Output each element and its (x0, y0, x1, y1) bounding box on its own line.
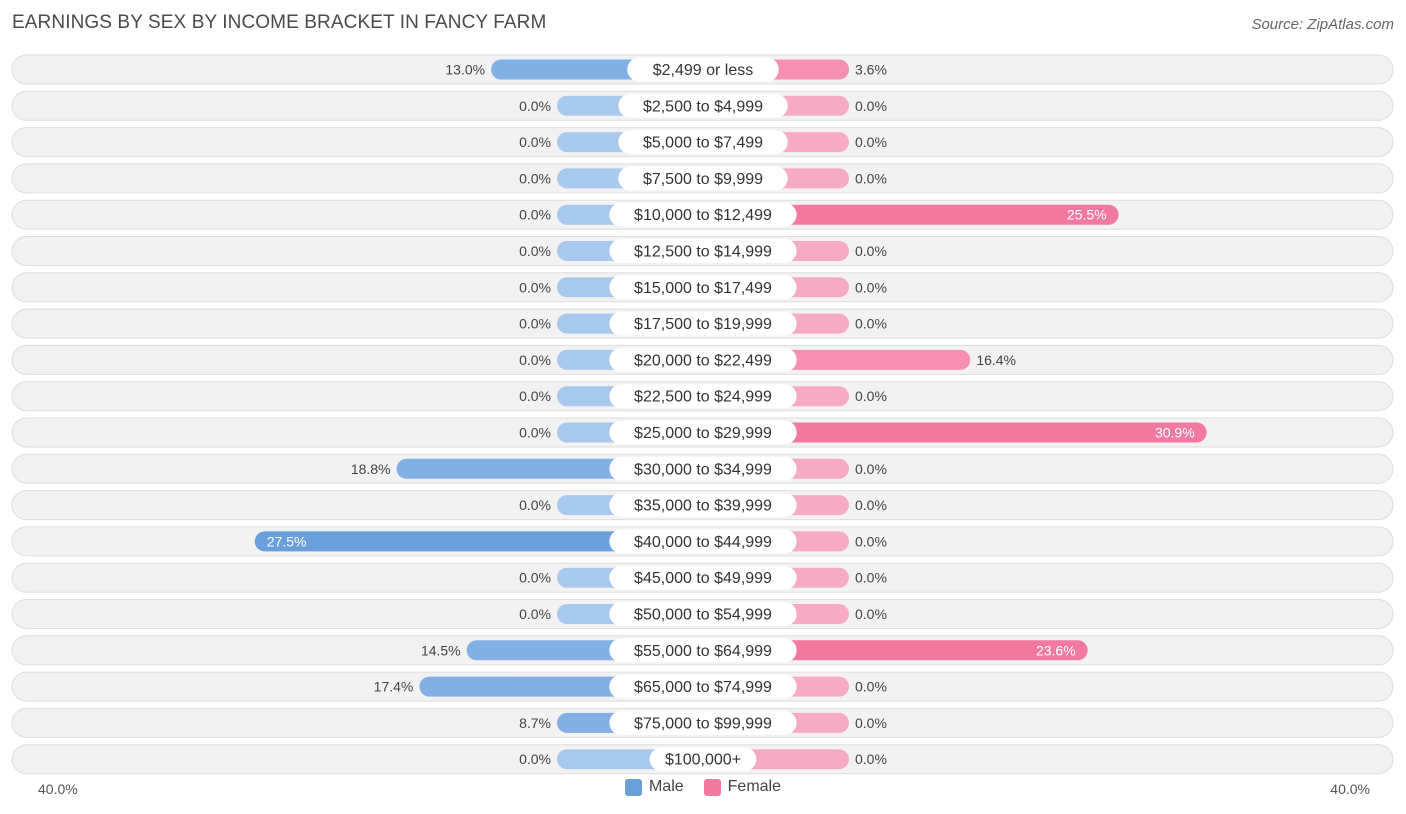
value-label-male: 14.5% (421, 642, 461, 658)
category-label-pill (609, 602, 797, 626)
category-label: $40,000 to $44,999 (634, 534, 772, 551)
value-label-male: 0.0% (519, 497, 551, 513)
category-label-pill (609, 456, 797, 481)
value-label-female: 0.0% (855, 243, 887, 259)
value-label-male: 0.0% (519, 98, 551, 114)
category-label-pill (609, 529, 797, 554)
category-label: $50,000 to $54,999 (634, 607, 772, 624)
category-label: $22,500 to $24,999 (634, 389, 772, 406)
value-label-female: 0.0% (855, 134, 887, 150)
legend-label-male: Male (648, 778, 684, 795)
value-label-female: 16.4% (976, 352, 1016, 368)
value-label-male: 0.0% (519, 243, 551, 259)
category-label-pill (618, 166, 788, 191)
category-label-pill (618, 93, 788, 118)
category-label: $20,000 to $22,499 (634, 352, 772, 369)
value-label-male: 0.0% (519, 388, 551, 404)
value-label-male: 0.0% (519, 134, 551, 150)
legend-swatch-male (624, 778, 642, 796)
value-label-female: 0.0% (855, 533, 887, 549)
value-label-female: 23.6% (1036, 642, 1076, 658)
category-label-pill (609, 239, 797, 263)
value-label-male: 8.7% (519, 715, 551, 731)
value-label-male: 0.0% (519, 170, 551, 186)
value-label-male: 0.0% (519, 316, 551, 332)
value-label-female: 0.0% (855, 570, 887, 586)
category-label-pill (609, 275, 797, 300)
value-label-female: 0.0% (855, 715, 887, 731)
value-label-male: 0.0% (519, 207, 551, 223)
category-label: $2,500 to $4,999 (643, 98, 763, 115)
value-label-male: 17.4% (374, 679, 414, 695)
category-label: $65,000 to $74,999 (634, 679, 772, 696)
chart-title: EARNINGS BY SEX BY INCOME BRACKET IN FAN… (12, 12, 547, 33)
value-label-female: 30.9% (1155, 425, 1195, 441)
category-label: $7,500 to $9,999 (643, 171, 763, 188)
category-label: $25,000 to $29,999 (634, 425, 772, 442)
bar-male[interactable] (254, 531, 703, 552)
value-label-female: 25.5% (1067, 207, 1107, 223)
category-label: $2,499 or less (653, 62, 754, 79)
bar-female[interactable] (703, 204, 1119, 225)
value-label-male: 18.8% (351, 461, 391, 477)
source-credit: Source: ZipAtlas.com (1251, 16, 1394, 33)
value-label-female: 0.0% (855, 316, 887, 332)
value-label-male: 27.5% (267, 533, 307, 549)
value-label-female: 0.0% (855, 606, 887, 622)
category-label-pill (609, 384, 797, 409)
category-label-pill (609, 674, 797, 699)
value-label-female: 0.0% (855, 279, 887, 295)
category-label-pill (609, 710, 797, 735)
category-label-pill (609, 347, 797, 372)
category-label-pill (618, 130, 788, 155)
category-label: $17,500 to $19,999 (634, 316, 772, 333)
category-label-pill (609, 311, 797, 336)
value-label-male: 0.0% (519, 279, 551, 295)
value-label-male: 13.0% (445, 62, 485, 78)
category-label: $15,000 to $17,499 (634, 280, 772, 297)
value-label-female: 0.0% (855, 388, 887, 404)
value-label-male: 0.0% (519, 352, 551, 368)
value-label-male: 0.0% (519, 606, 551, 622)
category-label-pill (609, 202, 797, 227)
bar-female[interactable] (703, 422, 1207, 443)
value-label-female: 0.0% (855, 170, 887, 186)
category-label: $75,000 to $99,999 (634, 715, 772, 732)
category-label: $100,000+ (665, 752, 741, 769)
category-label: $5,000 to $7,499 (643, 135, 763, 152)
legend-item-female[interactable]: Female (703, 778, 782, 796)
category-label-pill (609, 493, 797, 518)
value-label-female: 0.0% (855, 497, 887, 513)
value-label-female: 0.0% (855, 679, 887, 695)
value-label-male: 0.0% (519, 570, 551, 586)
value-label-female: 0.0% (855, 461, 887, 477)
category-label: $55,000 to $64,999 (634, 643, 772, 660)
axis-min-label: 40.0% (38, 781, 78, 797)
value-label-female: 0.0% (855, 751, 887, 767)
category-label-pill (609, 565, 797, 590)
bar-female[interactable] (703, 640, 1088, 661)
category-label-pill (609, 420, 797, 445)
legend-item-male[interactable]: Male (624, 778, 684, 796)
value-label-female: 0.0% (855, 98, 887, 114)
category-label: $12,500 to $14,999 (634, 244, 772, 261)
value-label-male: 0.0% (519, 425, 551, 441)
category-label: $10,000 to $12,499 (634, 207, 772, 224)
category-label: $30,000 to $34,999 (634, 461, 772, 478)
legend-swatch-female (703, 778, 721, 796)
category-label-pill (627, 57, 779, 82)
value-label-male: 0.0% (519, 751, 551, 767)
axis-max-label: 40.0% (1330, 781, 1370, 797)
value-label-female: 3.6% (855, 62, 887, 78)
category-label-pill (649, 747, 757, 772)
legend: Male Female (0, 778, 1406, 796)
category-label: $35,000 to $39,999 (634, 498, 772, 515)
legend-label-female: Female (727, 778, 782, 795)
category-label-pill (609, 638, 797, 663)
category-label: $45,000 to $49,999 (634, 570, 772, 587)
